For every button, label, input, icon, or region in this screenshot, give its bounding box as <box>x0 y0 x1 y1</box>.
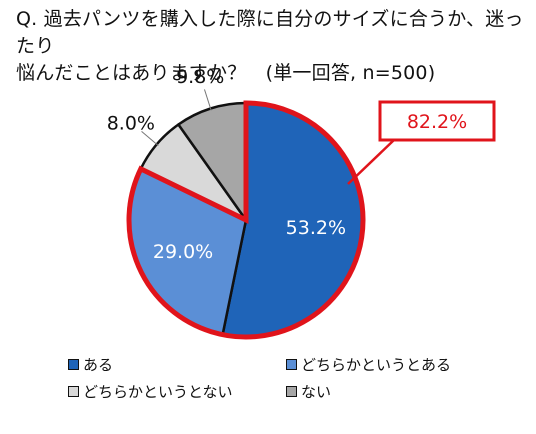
callout-box <box>378 100 496 142</box>
legend-label: どちらかというとない <box>83 383 233 401</box>
highlight-outline <box>126 100 366 340</box>
callout-label: 82.2% <box>407 111 467 133</box>
legend-item-3: どちらかというとない <box>68 381 233 402</box>
legend-swatch <box>68 359 79 370</box>
title-line-1: Q. 過去パンツを購入した際に自分のサイズに合うか、迷ったり <box>16 8 524 57</box>
legend-label: ない <box>301 383 332 401</box>
legend-swatch <box>286 359 297 370</box>
legend-item-4: ない <box>286 381 331 402</box>
leader-line-4 <box>204 89 212 111</box>
data-label-3: 8.0% <box>107 112 155 134</box>
legend-swatch <box>286 386 297 397</box>
data-label-1: 53.2% <box>286 217 346 239</box>
callout-leader-line <box>347 139 395 185</box>
title-line-2: 悩んだことはありますか？ (単一回答, n=500) <box>16 62 436 84</box>
chart-title: Q. 過去パンツを購入した際に自分のサイズに合うか、迷ったり 悩んだことはありま… <box>16 6 526 87</box>
data-label-2: 29.0% <box>153 241 213 263</box>
legend-item-2: どちらかというとある <box>286 354 451 375</box>
legend-label: ある <box>83 356 114 374</box>
data-label-4: 9.8% <box>176 66 224 88</box>
legend-label: どちらかというとある <box>301 356 452 374</box>
legend-swatch <box>68 386 79 397</box>
leader-line-3 <box>141 130 159 146</box>
legend-item-1: ある <box>68 354 113 375</box>
